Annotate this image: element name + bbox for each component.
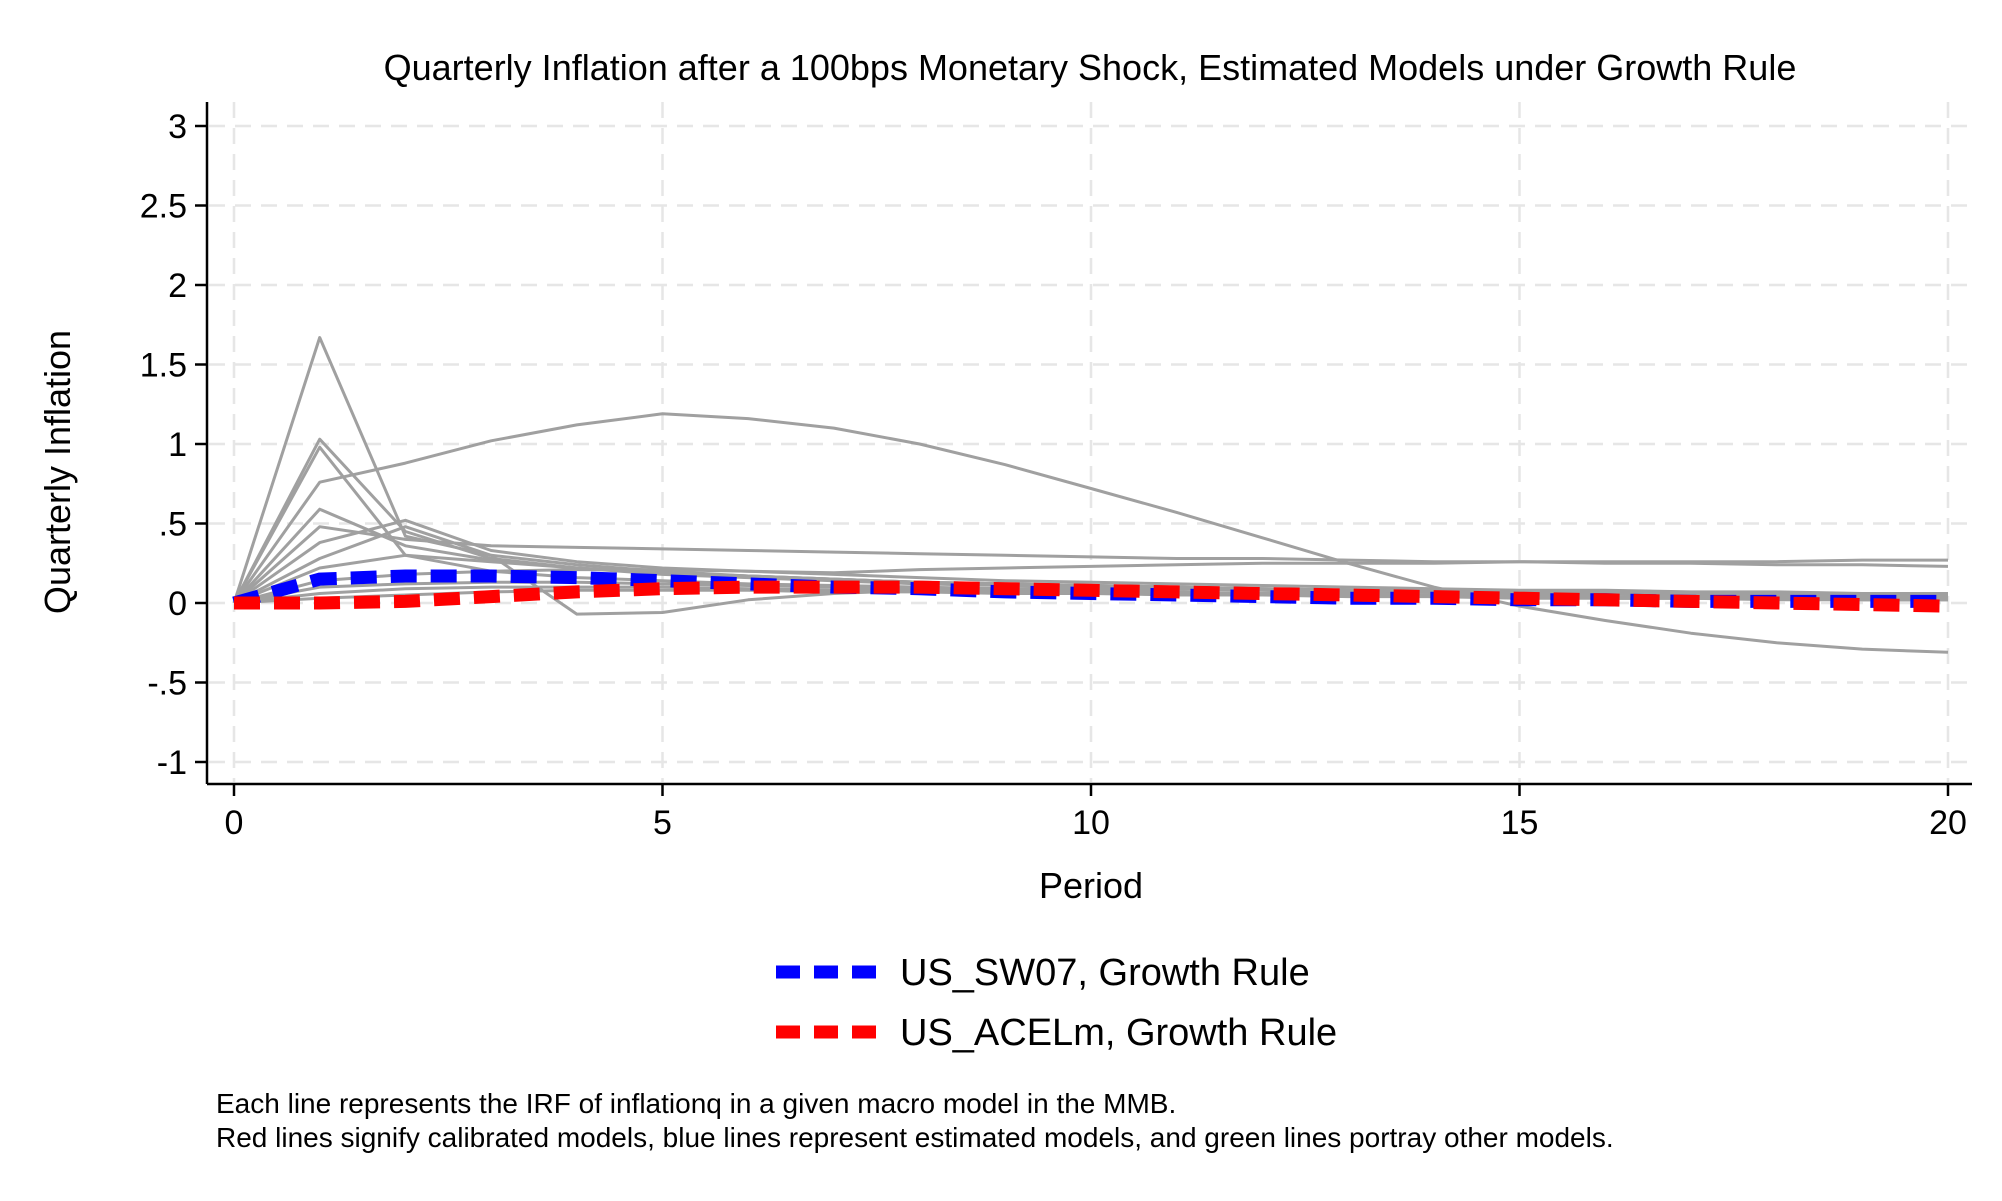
series-line-1 xyxy=(234,580,1949,613)
legend-item: US_SW07, Growth Rule xyxy=(776,952,1310,994)
y-tick-label: -.5 xyxy=(147,665,187,703)
x-axis-label: Period xyxy=(1039,865,1143,906)
background-model-line xyxy=(232,412,1949,654)
grid-lines xyxy=(209,102,1972,782)
axes: -1 -.5 0 .5 1 1.5 2 2.5 3 0 5 10 15 20 xyxy=(140,102,1972,842)
y-tick-label: -1 xyxy=(157,744,187,782)
y-tick-label: 3 xyxy=(168,108,187,146)
y-tick-label: 1 xyxy=(168,426,187,464)
x-tick-label: 20 xyxy=(1929,804,1967,842)
legend-label: US_SW07, Growth Rule xyxy=(900,952,1310,994)
x-tick-label: 0 xyxy=(225,804,244,842)
legend-label: US_ACELm, Growth Rule xyxy=(900,1012,1337,1054)
y-tick-label: 1.5 xyxy=(140,347,187,385)
x-tick-label: 15 xyxy=(1501,804,1539,842)
legend: US_SW07, Growth Rule US_ACELm, Growth Rul… xyxy=(776,952,1337,1054)
legend-item: US_ACELm, Growth Rule xyxy=(776,1012,1337,1054)
y-axis-label: Quarterly Inflation xyxy=(37,330,78,614)
highlighted-series xyxy=(232,569,1949,613)
y-tick-label: 2 xyxy=(168,267,187,305)
y-tick-label: .5 xyxy=(159,506,187,544)
footnote-line-2: Red lines signify calibrated models, blu… xyxy=(216,1122,1614,1153)
chart-title: Quarterly Inflation after a 100bps Monet… xyxy=(384,47,1797,88)
background-model-line xyxy=(233,525,1949,605)
y-tick-label: 2.5 xyxy=(140,188,187,226)
y-tick-label: 0 xyxy=(168,585,187,623)
x-tick-label: 5 xyxy=(653,804,672,842)
footnote-line-1: Each line represents the IRF of inflatio… xyxy=(216,1088,1177,1119)
background-model-line xyxy=(233,518,1948,605)
x-tick-label: 10 xyxy=(1072,804,1110,842)
